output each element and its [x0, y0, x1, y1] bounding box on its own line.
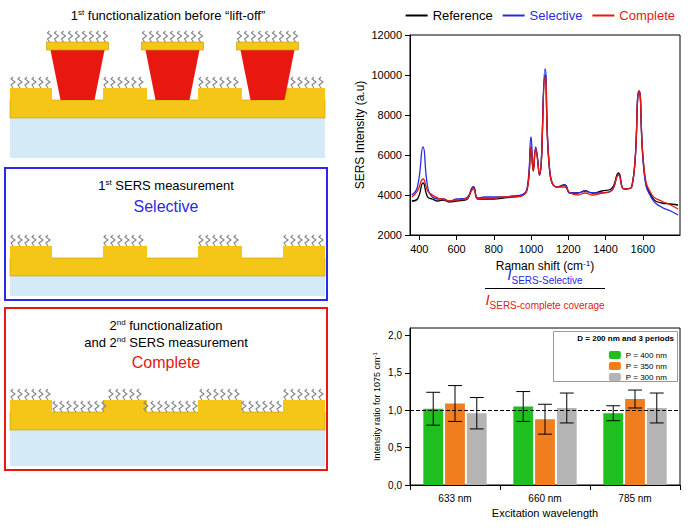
- svg-text:Selective: Selective: [134, 198, 199, 215]
- svg-text:12000: 12000: [371, 29, 402, 41]
- svg-text:-1: -1: [372, 351, 378, 357]
- html-text:ISERS-complete coverage: ISERS-complete coverage: [485, 291, 605, 311]
- svg-text:1600: 1600: [631, 243, 655, 255]
- svg-text:Complete: Complete: [619, 8, 675, 23]
- svg-text:1st SERS measurement: 1st SERS measurement: [98, 178, 234, 193]
- svg-text:1000: 1000: [519, 243, 543, 255]
- svg-text:6000: 6000: [378, 149, 402, 161]
- svg-text:1200: 1200: [556, 243, 580, 255]
- svg-text:0,5: 0,5: [388, 442, 402, 453]
- svg-text:800: 800: [485, 243, 503, 255]
- svg-text:Excitation wavelength: Excitation wavelength: [492, 507, 598, 519]
- svg-text:and 2nd SERS measurement: and 2nd SERS measurement: [84, 335, 248, 350]
- svg-text:Intensity ratio for 1075 cm: Intensity ratio for 1075 cm: [372, 357, 382, 461]
- svg-text:1,5: 1,5: [388, 367, 402, 378]
- svg-text:0,0: 0,0: [388, 480, 402, 491]
- svg-text:2nd functionalization: 2nd functionalization: [110, 318, 223, 333]
- svg-text:400: 400: [410, 243, 428, 255]
- svg-text:P = 350 nm: P = 350 nm: [626, 362, 667, 371]
- svg-text:1400: 1400: [593, 243, 617, 255]
- svg-text:8000: 8000: [378, 109, 402, 121]
- svg-text:Selective: Selective: [530, 8, 583, 23]
- html-text:ISERS-Selective: ISERS-Selective: [507, 266, 583, 286]
- svg-text:): ): [590, 259, 594, 273]
- svg-text:Reference: Reference: [433, 8, 493, 23]
- svg-text:660 nm: 660 nm: [528, 493, 561, 504]
- svg-text:1,0: 1,0: [388, 405, 402, 416]
- svg-text:4000: 4000: [378, 189, 402, 201]
- svg-text:D = 200 nm and 3 periods: D = 200 nm and 3 periods: [577, 334, 674, 343]
- svg-text:P = 300 nm: P = 300 nm: [626, 373, 667, 382]
- svg-text:Complete: Complete: [132, 354, 201, 371]
- svg-text:P = 400 nm: P = 400 nm: [626, 351, 667, 360]
- html-text:Raman shift (cm-1: Raman shift (cm-1: [495, 258, 591, 273]
- svg-text:2,0: 2,0: [388, 330, 402, 341]
- svg-text:10000: 10000: [371, 69, 402, 81]
- svg-text:600: 600: [447, 243, 465, 255]
- svg-text:1st functionalization before “: 1st functionalization before “lift-off”: [71, 8, 266, 23]
- svg-text:SERS Intensity (a.u): SERS Intensity (a.u): [353, 81, 367, 190]
- svg-text:633 nm: 633 nm: [438, 493, 471, 504]
- svg-text:2000: 2000: [378, 229, 402, 241]
- svg-text:785 nm: 785 nm: [618, 493, 651, 504]
